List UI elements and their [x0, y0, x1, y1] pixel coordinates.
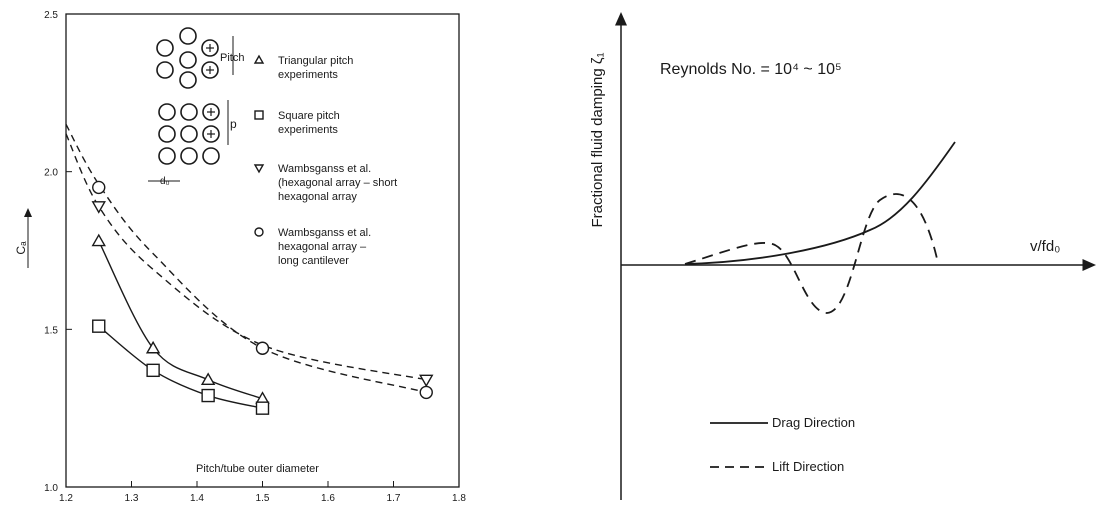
legend-label-drag: Drag Direction [772, 415, 855, 430]
legend: Triangular pitch experiments Square pitch e… [255, 55, 397, 267]
data-markers [93, 181, 433, 414]
y-tick-label: 1.0 [44, 483, 58, 494]
circle-marker [257, 342, 269, 354]
tube-circle [180, 28, 196, 44]
square-marker [93, 320, 105, 332]
y-tick-label: 2.5 [44, 10, 58, 21]
legend: Drag Direction Lift Direction [710, 415, 855, 474]
tube-array-inset: Pitch p d₀ [148, 28, 244, 187]
inset-p-label: p [230, 117, 237, 131]
fit-curve-square [99, 326, 263, 408]
legend-label-line: Square pitch [278, 110, 340, 122]
tube-circle [180, 52, 196, 68]
inset-pitch-label: Pitch [220, 52, 244, 64]
chart-title: Reynolds No. = 10⁴ ~ 10⁵ [660, 61, 842, 78]
legend-label-line: experiments [278, 69, 338, 81]
square-marker [202, 390, 214, 402]
x-axis-label: Pitch/tube outer diameter [196, 463, 319, 475]
tube-circle [180, 72, 196, 88]
y-tick-labels: 1.0 1.5 2.0 2.5 [44, 10, 58, 494]
fit-curve-dashed-circle [66, 124, 426, 392]
circle-marker [255, 228, 263, 236]
triangle-down-marker [255, 165, 263, 172]
x-tick-label: 1.7 [387, 493, 401, 504]
triangle-marker [202, 374, 214, 385]
legend-label-line: Wambsganss et al. [278, 227, 371, 239]
tube-circle [159, 148, 175, 164]
tube-circle [157, 40, 173, 56]
square-marker [255, 111, 263, 119]
triangle-marker [147, 342, 159, 353]
triangle-down-marker [93, 202, 105, 213]
x-tick-label: 1.2 [59, 493, 73, 504]
tube-circle [181, 126, 197, 142]
legend-label-line: (hexagonal array – short [278, 177, 397, 189]
fit-curve-triangle [99, 241, 263, 399]
legend-label-line: Wambsganss et al. [278, 163, 371, 175]
tick-marks [66, 14, 459, 487]
square-marker [257, 402, 269, 414]
right-chart: Fractional fluid damping ζ₁ v/fd₀ Reynol… [589, 18, 1090, 500]
plot-frame [66, 14, 459, 487]
x-tick-label: 1.5 [256, 493, 270, 504]
legend-label-line: hexagonal array [278, 191, 357, 203]
tube-circle [157, 62, 173, 78]
square-marker [147, 364, 159, 376]
x-tick-label: 1.6 [321, 493, 335, 504]
tube-circle [181, 104, 197, 120]
y-tick-label: 2.0 [44, 168, 58, 179]
x-tick-label: 1.8 [452, 493, 466, 504]
series-line-lift-direction [685, 194, 938, 313]
triangle-marker [255, 56, 263, 63]
legend-label-line: experiments [278, 124, 338, 136]
left-chart: 1.2 1.3 1.4 1.5 1.6 1.7 1.8 1.0 1.5 2.0 2.5 Cₐ Pi… [14, 10, 466, 504]
legend-label-line: Triangular pitch [278, 55, 353, 67]
y-tick-label: 1.5 [44, 325, 58, 336]
tube-circle [159, 104, 175, 120]
data-curves [66, 124, 426, 408]
x-tick-label: 1.4 [190, 493, 204, 504]
legend-label-lift: Lift Direction [772, 459, 844, 474]
fit-curve-dashed-triangle-down [66, 134, 426, 380]
triangle-marker [93, 235, 105, 246]
circle-marker [420, 386, 432, 398]
triangle-down-marker [420, 375, 432, 386]
tube-circle [203, 148, 219, 164]
x-tick-label: 1.3 [125, 493, 139, 504]
legend-label-line: long cantilever [278, 255, 349, 267]
y-axis-label: Cₐ [14, 241, 28, 255]
tube-circle [181, 148, 197, 164]
circle-marker [93, 181, 105, 193]
y-axis-label: Fractional fluid damping ζ₁ [589, 52, 606, 227]
tube-circle [159, 126, 175, 142]
legend-label-line: hexagonal array – [278, 241, 367, 253]
x-axis-label: v/fd₀ [1030, 238, 1060, 255]
x-tick-labels: 1.2 1.3 1.4 1.5 1.6 1.7 1.8 [59, 493, 466, 504]
